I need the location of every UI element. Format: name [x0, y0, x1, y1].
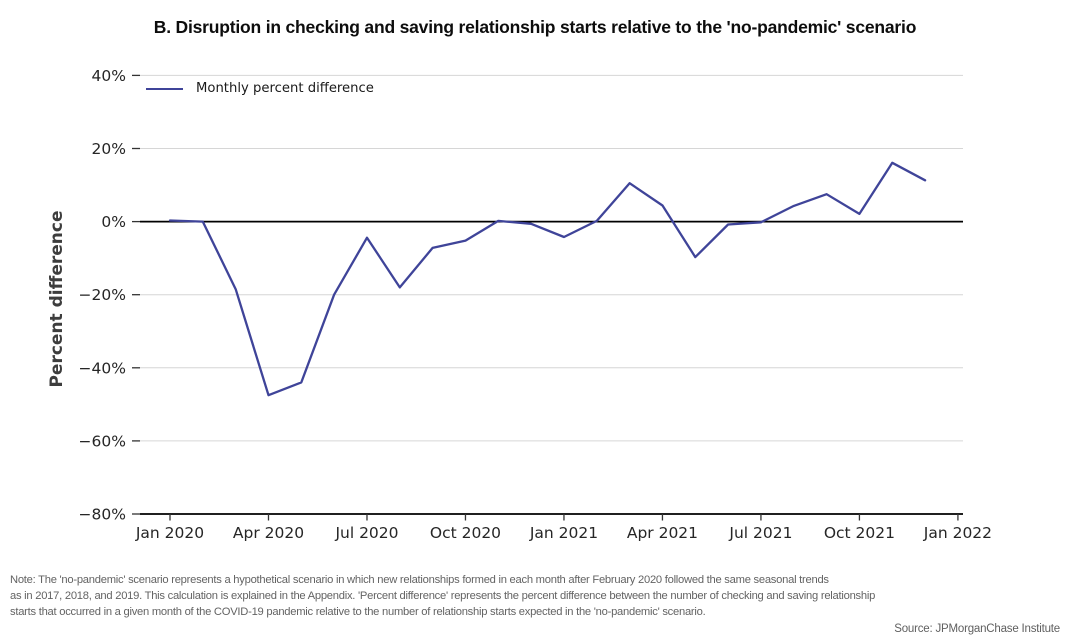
x-tick-label: Jan 2020: [135, 524, 204, 542]
footnote-line-3: starts that occurred in a given month of…: [10, 605, 706, 618]
y-axis-title: Percent difference: [47, 210, 67, 388]
legend-label: Monthly percent difference: [196, 81, 374, 96]
x-tick-label: Oct 2020: [430, 524, 501, 542]
x-tick-label: Jul 2020: [334, 524, 398, 542]
x-tick-label: Jul 2021: [728, 524, 792, 542]
y-tick-label: 0%: [101, 213, 126, 231]
x-tick-label: Jan 2021: [529, 524, 598, 542]
y-tick-label: 40%: [92, 67, 126, 85]
y-tick-label: −80%: [79, 506, 126, 524]
legend-line-swatch: [146, 87, 183, 90]
y-tick-label: −60%: [79, 432, 126, 450]
chart-canvas: 40% 20% 0% −20% −40% −60% −80% Jan 2020 Apr 2020…: [79, 67, 993, 542]
chart-title: B. Disruption in checking and saving rel…: [153, 17, 917, 37]
y-tick-label: 20%: [92, 140, 126, 158]
footnote: Note: The 'no-pandemic' scenario represe…: [10, 573, 1068, 621]
footnote-line-1: Note: The 'no-pandemic' scenario represe…: [10, 574, 829, 586]
footnote-line-2: as in 2017, 2018, and 2019. This calcula…: [10, 589, 876, 602]
data-line-monthly-percent-difference: [168, 161, 927, 397]
x-tick-label: Apr 2020: [233, 524, 304, 542]
x-tick-label: Jan 2022: [923, 524, 992, 542]
x-tick-label: Apr 2021: [627, 524, 698, 542]
y-tick-label: −20%: [79, 286, 126, 304]
y-tick-label: −40%: [79, 359, 126, 377]
source-credit: Source: JPMorganChase Institute: [894, 623, 1060, 635]
x-tick-label: Oct 2021: [824, 524, 895, 542]
legend: Monthly percent difference: [146, 81, 374, 96]
